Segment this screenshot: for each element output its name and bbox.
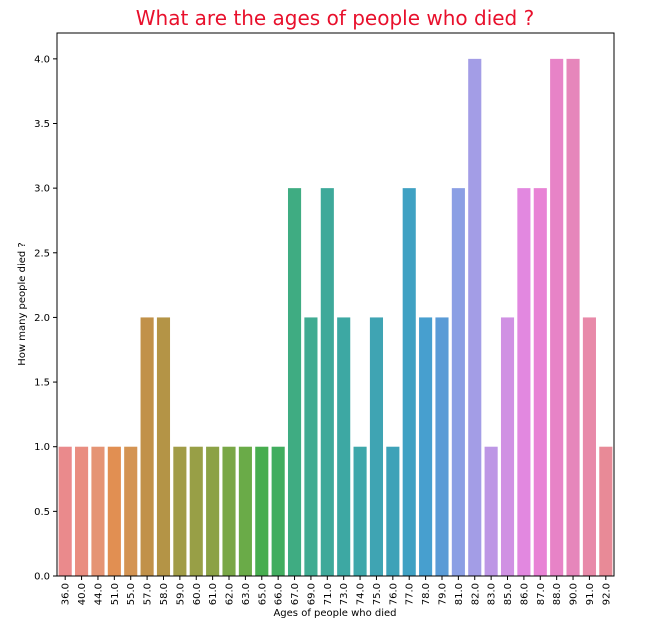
bar-60.0 (189, 446, 203, 576)
bar-36.0 (58, 446, 72, 576)
y-tick-label: 0.0 (34, 572, 50, 583)
x-tick-label: 86.0 (519, 583, 530, 605)
plot-frame (56, 32, 615, 577)
x-tick-label: 71.0 (323, 583, 334, 605)
x-tick-label: 77.0 (405, 583, 416, 605)
x-tick-label: 74.0 (356, 583, 367, 605)
x-axis-label: Ages of people who died (273, 608, 396, 619)
bar-86.0 (517, 188, 531, 576)
x-tick-label: 90.0 (569, 583, 580, 605)
bar-69.0 (304, 317, 318, 576)
y-tick-label: 1.0 (34, 442, 50, 453)
y-axis-ticks: 0.0 0.5 1.0 1.5 2.0 2.5 3.0 3.5 4.0 (34, 54, 57, 583)
x-tick-label: 55.0 (126, 583, 137, 605)
x-tick-label: 40.0 (77, 583, 88, 605)
bar-67.0 (287, 188, 302, 576)
chart-title: What are the ages of people who died ? (135, 6, 535, 30)
x-tick-label: 36.0 (61, 583, 72, 605)
y-axis-label: How many people died ? (17, 242, 28, 366)
bar-63.0 (238, 446, 252, 576)
bar-73.0 (337, 317, 351, 576)
bar-65.0 (255, 446, 269, 576)
bar-90.0 (566, 58, 580, 577)
x-tick-label: 79.0 (437, 583, 448, 605)
y-tick-label: 3.0 (34, 184, 50, 195)
x-tick-label: 83.0 (487, 583, 498, 605)
y-tick-label: 2.0 (34, 313, 50, 324)
bar-62.0 (222, 446, 236, 576)
x-tick-label: 63.0 (241, 583, 252, 605)
x-tick-label: 58.0 (159, 583, 170, 605)
y-tick-label: 3.5 (34, 119, 50, 130)
x-tick-label: 75.0 (372, 583, 383, 605)
y-tick-label: 1.5 (34, 378, 50, 389)
bar-79.0 (435, 317, 449, 576)
x-tick-label: 51.0 (110, 583, 121, 605)
bar-40.0 (75, 446, 89, 576)
x-tick-label: 81.0 (454, 583, 465, 605)
x-tick-label: 62.0 (225, 583, 236, 605)
x-tick-label: 87.0 (536, 583, 547, 605)
x-tick-label: 69.0 (306, 583, 317, 605)
bar-78.0 (419, 317, 433, 576)
y-tick-label: 2.5 (34, 248, 50, 259)
x-tick-label: 91.0 (585, 583, 596, 605)
bar-92.0 (599, 446, 613, 576)
x-tick-label: 44.0 (93, 583, 104, 605)
x-tick-label: 65.0 (257, 583, 268, 605)
x-tick-label: 59.0 (175, 583, 186, 605)
bar-66.0 (271, 446, 285, 576)
bar-71.0 (320, 188, 334, 576)
bar-44.0 (91, 446, 105, 576)
bar-61.0 (206, 446, 220, 576)
bar-87.0 (533, 188, 547, 576)
bar-82.0 (468, 58, 482, 577)
bar-58.0 (156, 317, 171, 576)
bar-51.0 (107, 446, 121, 576)
bar-83.0 (484, 446, 498, 576)
x-tick-label: 61.0 (208, 583, 219, 605)
bar-77.0 (402, 188, 416, 576)
x-tick-label: 82.0 (470, 583, 481, 605)
x-tick-label: 92.0 (601, 583, 612, 605)
bar-75.0 (369, 317, 384, 576)
bar-57.0 (140, 317, 154, 576)
x-tick-label: 67.0 (290, 583, 301, 605)
y-tick-label: 0.5 (34, 507, 50, 518)
x-tick-label: 76.0 (388, 583, 399, 605)
bar-81.0 (451, 188, 465, 576)
x-axis-ticks: 36.0 40.0 44.0 51.0 55.0 57.0 58.0 59.0 60.0 61.0… (61, 576, 612, 605)
bar-91.0 (582, 317, 596, 576)
y-tick-label: 4.0 (34, 54, 50, 65)
x-tick-label: 57.0 (143, 583, 154, 605)
bar-55.0 (124, 446, 138, 576)
x-tick-label: 73.0 (339, 583, 350, 605)
bars-group (58, 58, 613, 577)
x-tick-label: 60.0 (192, 583, 203, 605)
x-tick-label: 85.0 (503, 583, 514, 605)
x-tick-label: 66.0 (274, 583, 285, 605)
bar-85.0 (500, 317, 515, 576)
bar-59.0 (173, 446, 187, 576)
bar-76.0 (386, 446, 400, 576)
x-tick-label: 88.0 (552, 583, 563, 605)
bar-74.0 (353, 446, 367, 576)
bar-88.0 (550, 58, 564, 577)
x-tick-label: 78.0 (421, 583, 432, 605)
